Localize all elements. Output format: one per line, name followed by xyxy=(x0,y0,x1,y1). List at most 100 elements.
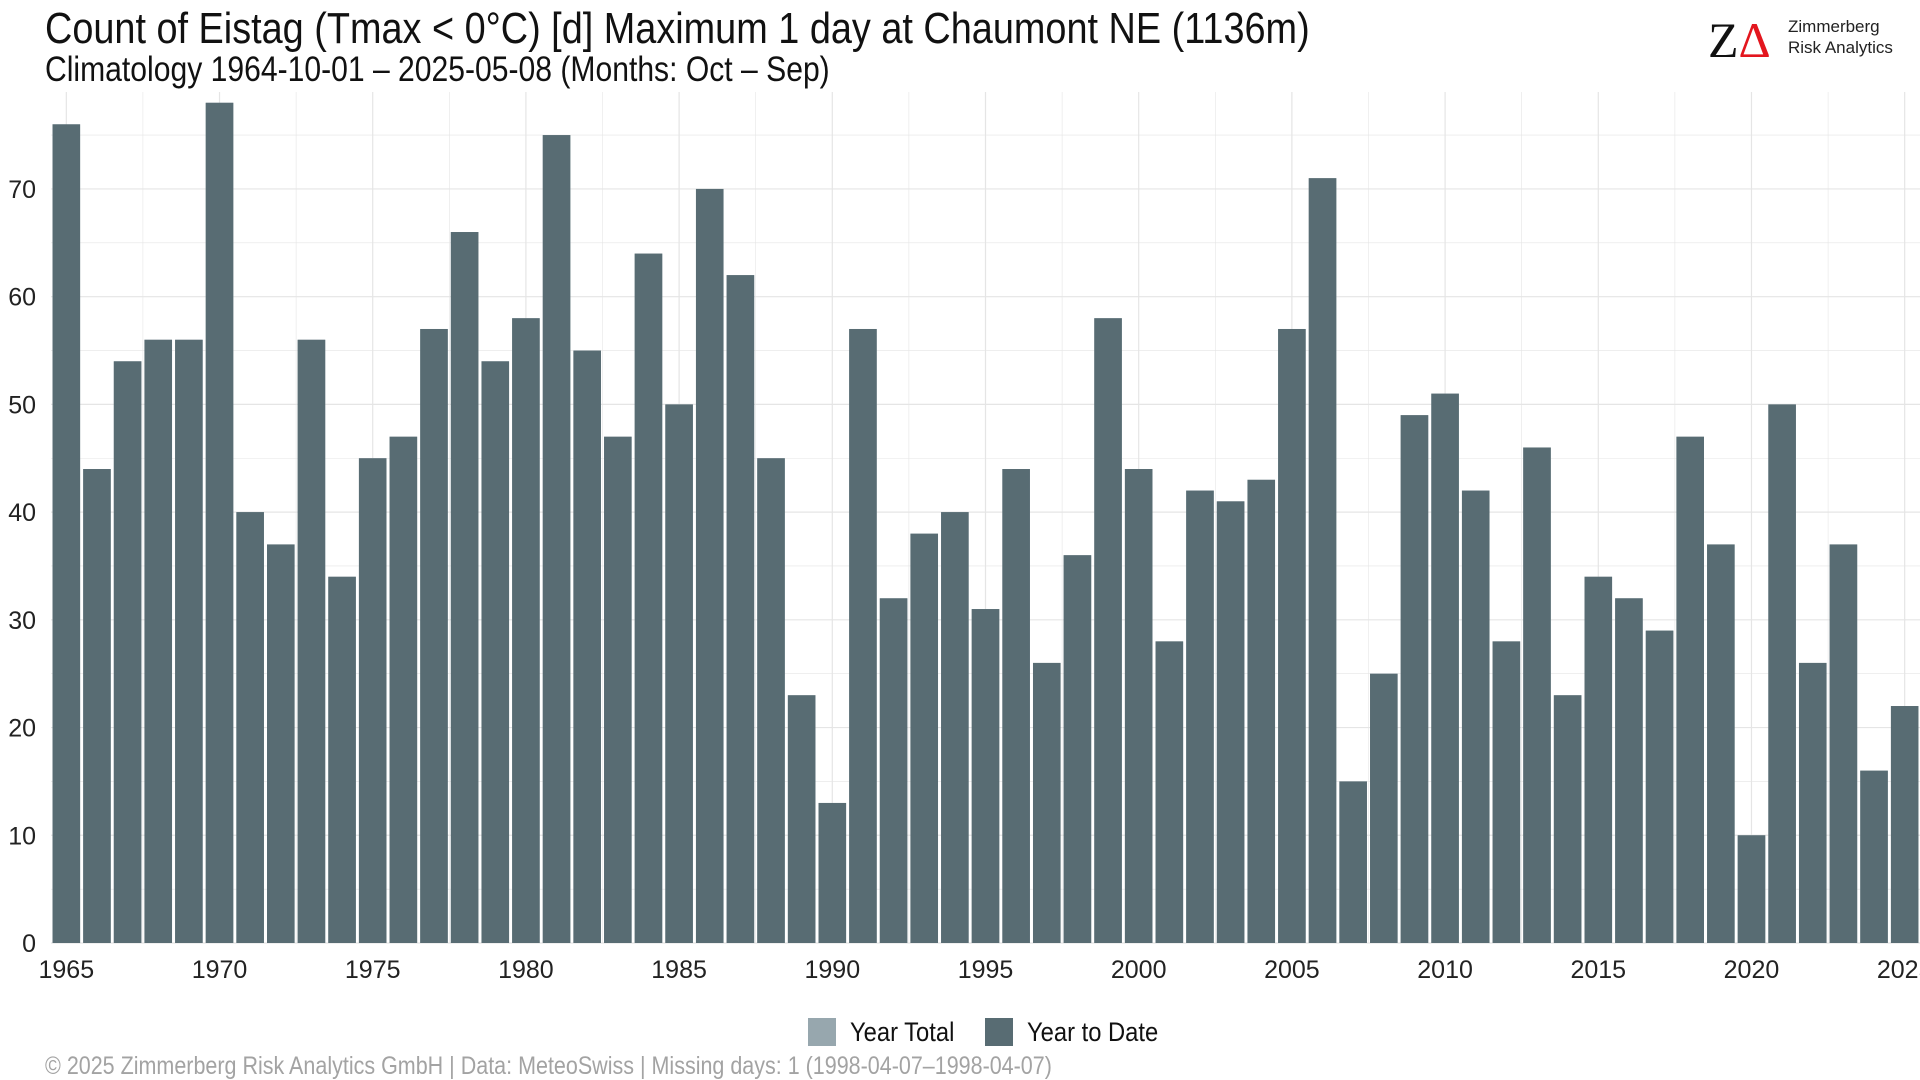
bar-year-to-date-1990 xyxy=(818,802,847,943)
bar-year-to-date-1970 xyxy=(205,102,234,943)
legend-item-year-total: Year Total xyxy=(808,1017,969,1048)
bar-year-to-date-2025 xyxy=(1890,706,1919,943)
bar-year-to-date-1977 xyxy=(420,328,448,944)
x-tick-label: 2005 xyxy=(1264,956,1320,984)
bar-year-to-date-2018 xyxy=(1676,436,1704,943)
bar-year-to-date-2007 xyxy=(1339,781,1367,943)
x-tick-label: 2025 xyxy=(1877,956,1920,984)
y-tick-label: 20 xyxy=(8,715,36,743)
bars xyxy=(52,102,1919,944)
bar-year-to-date-2021 xyxy=(1768,404,1796,943)
x-tick-label: 1965 xyxy=(39,956,95,984)
bar-year-to-date-2006 xyxy=(1308,178,1337,943)
bar-year-to-date-1969 xyxy=(175,339,203,943)
y-tick-label: 10 xyxy=(8,822,36,850)
bar-year-to-date-1984 xyxy=(634,253,663,943)
logo-mark: ZΔ xyxy=(1708,12,1771,66)
bar-year-to-date-1968 xyxy=(144,339,173,943)
company-logo-icon: ZΔ xyxy=(1708,12,1771,66)
bar-year-to-date-2002 xyxy=(1186,490,1214,943)
x-tick-label: 2020 xyxy=(1724,956,1780,984)
x-axis-tick-labels: 1965 1970 1975 1980 1985 1990 1995 2000 2005 2010… xyxy=(39,956,1920,984)
y-tick-label: 70 xyxy=(8,176,36,204)
x-tick-label: 1980 xyxy=(498,956,554,984)
bar-year-to-date-1987 xyxy=(726,275,755,943)
bar-year-to-date-1988 xyxy=(757,458,785,943)
logo-line-2: Risk Analytics xyxy=(1788,38,1893,57)
bar-year-to-date-2013 xyxy=(1523,447,1551,943)
x-tick-label: 1970 xyxy=(192,956,248,984)
y-tick-label: 0 xyxy=(22,930,36,958)
bar-year-to-date-1980 xyxy=(512,318,540,943)
legend-swatch-year-total xyxy=(808,1018,836,1046)
bar-year-to-date-1986 xyxy=(695,188,724,944)
bar-year-to-date-2010 xyxy=(1431,393,1459,943)
bar-year-to-date-1998 xyxy=(1063,555,1092,943)
bar-year-to-date-2003 xyxy=(1216,501,1245,943)
x-tick-label: 2015 xyxy=(1570,956,1626,984)
bar-chart: 0 10 20 30 40 50 60 70 1965 1970 1975 1980 1985 1990… xyxy=(8,92,1920,984)
legend-item-year-to-date: Year to Date xyxy=(984,1016,1176,1048)
bar-year-to-date-2023 xyxy=(1829,544,1858,943)
bar-year-to-date-1974 xyxy=(328,576,356,943)
bar-year-to-date-1995 xyxy=(971,609,1000,943)
bar-year-to-date-1966 xyxy=(83,469,111,943)
bar-year-to-date-2012 xyxy=(1492,641,1521,943)
bar-year-to-date-1971 xyxy=(236,512,264,943)
bar-year-to-date-1975 xyxy=(358,458,387,943)
bar-year-to-date-1979 xyxy=(481,361,510,943)
bar-year-to-date-2001 xyxy=(1155,641,1184,943)
bar-year-to-date-1991 xyxy=(849,328,877,944)
bar-year-to-date-1976 xyxy=(389,436,418,943)
bar-year-to-date-2017 xyxy=(1645,630,1674,943)
bar-year-to-date-2000 xyxy=(1124,469,1153,943)
bar-year-to-date-2004 xyxy=(1247,479,1276,943)
bar-year-to-date-2005 xyxy=(1278,328,1306,944)
x-tick-label: 2000 xyxy=(1111,956,1167,984)
bar-year-to-date-1997 xyxy=(1032,662,1061,943)
bar-year-to-date-2011 xyxy=(1461,490,1490,943)
bar-year-to-date-1972 xyxy=(267,544,295,943)
bar-year-to-date-1989 xyxy=(787,695,816,943)
bar-year-to-date-1996 xyxy=(1002,469,1030,943)
y-tick-label: 40 xyxy=(8,499,36,527)
footer-credits: © 2025 Zimmerberg Risk Analytics GmbH | … xyxy=(45,1052,1052,1080)
logo-line-1: Zimmerberg xyxy=(1788,17,1880,36)
legend-swatch-year-to-date xyxy=(984,1018,1013,1046)
bar-year-to-date-1999 xyxy=(1094,318,1122,943)
logo-text: Zimmerberg Risk Analytics xyxy=(1788,16,1893,58)
x-tick-label: 2010 xyxy=(1417,956,1473,984)
bar-year-to-date-2016 xyxy=(1615,598,1643,943)
bar-year-to-date-2014 xyxy=(1553,695,1582,943)
bar-year-to-date-1967 xyxy=(113,361,142,943)
bar-year-to-date-2015 xyxy=(1584,576,1613,943)
x-tick-label: 1990 xyxy=(804,956,860,984)
bar-year-to-date-1985 xyxy=(665,404,693,943)
bar-year-to-date-2024 xyxy=(1860,770,1888,943)
x-tick-label: 1995 xyxy=(958,956,1014,984)
bar-year-to-date-2008 xyxy=(1370,673,1398,943)
legend-label-year-total: Year Total xyxy=(850,1016,955,1047)
bar-year-to-date-1973 xyxy=(297,339,326,943)
bar-year-to-date-1993 xyxy=(910,533,939,943)
bar-year-to-date-2020 xyxy=(1737,835,1766,943)
bar-year-to-date-1994 xyxy=(941,512,969,943)
y-tick-label: 60 xyxy=(8,284,36,312)
chart-subtitle: Climatology 1964-10-01 – 2025-05-08 (Mon… xyxy=(45,50,830,89)
bar-year-to-date-1978 xyxy=(450,232,479,944)
y-tick-label: 50 xyxy=(8,391,36,419)
chart-title: Count of Eistag (Tmax < 0°C) [d] Maximum… xyxy=(45,4,1310,53)
y-tick-label: 30 xyxy=(8,607,36,635)
y-axis-tick-labels: 0 10 20 30 40 50 60 70 xyxy=(8,176,36,958)
legend: Year Total Year to Date xyxy=(808,1016,1192,1048)
bar-year-to-date-1965 xyxy=(52,124,81,943)
bar-year-to-date-1983 xyxy=(604,436,632,943)
bar-year-to-date-2022 xyxy=(1798,662,1827,943)
legend-label-year-to-date: Year to Date xyxy=(1026,1016,1158,1047)
x-tick-label: 1975 xyxy=(345,956,401,984)
bar-year-to-date-2009 xyxy=(1400,415,1429,943)
bar-year-to-date-1982 xyxy=(573,350,601,944)
bar-year-to-date-1981 xyxy=(542,135,571,943)
bar-year-to-date-2019 xyxy=(1707,544,1735,943)
